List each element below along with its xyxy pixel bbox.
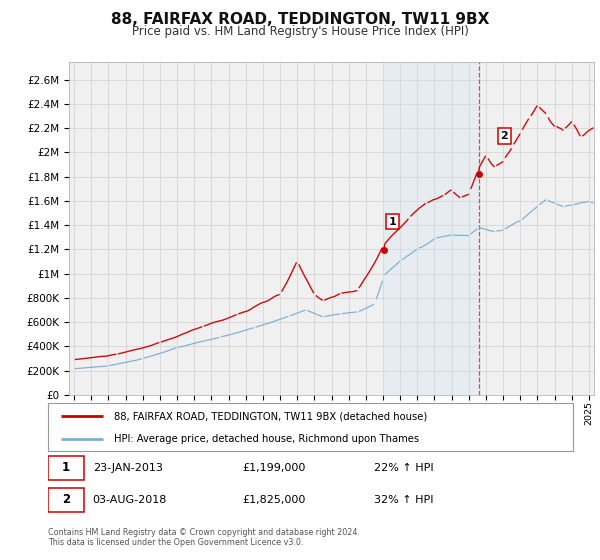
Text: £1,199,000: £1,199,000: [242, 463, 305, 473]
Text: £1,825,000: £1,825,000: [242, 495, 305, 505]
Text: 23-JAN-2013: 23-JAN-2013: [92, 463, 163, 473]
Text: 2: 2: [500, 131, 508, 141]
Text: 88, FAIRFAX ROAD, TEDDINGTON, TW11 9BX (detached house): 88, FAIRFAX ROAD, TEDDINGTON, TW11 9BX (…: [113, 411, 427, 421]
Text: Price paid vs. HM Land Registry's House Price Index (HPI): Price paid vs. HM Land Registry's House …: [131, 25, 469, 38]
FancyBboxPatch shape: [48, 488, 84, 512]
Text: 03-AUG-2018: 03-AUG-2018: [92, 495, 167, 505]
Text: 32% ↑ HPI: 32% ↑ HPI: [373, 495, 433, 505]
Text: 2: 2: [62, 493, 70, 506]
Text: HPI: Average price, detached house, Richmond upon Thames: HPI: Average price, detached house, Rich…: [113, 434, 419, 444]
Text: 22% ↑ HPI: 22% ↑ HPI: [373, 463, 433, 473]
Text: 88, FAIRFAX ROAD, TEDDINGTON, TW11 9BX: 88, FAIRFAX ROAD, TEDDINGTON, TW11 9BX: [111, 12, 489, 27]
FancyBboxPatch shape: [48, 403, 573, 451]
FancyBboxPatch shape: [48, 456, 84, 480]
Text: 1: 1: [62, 461, 70, 474]
Text: Contains HM Land Registry data © Crown copyright and database right 2024.
This d: Contains HM Land Registry data © Crown c…: [48, 528, 360, 547]
Text: 1: 1: [389, 217, 397, 227]
Bar: [384, 62, 479, 395]
